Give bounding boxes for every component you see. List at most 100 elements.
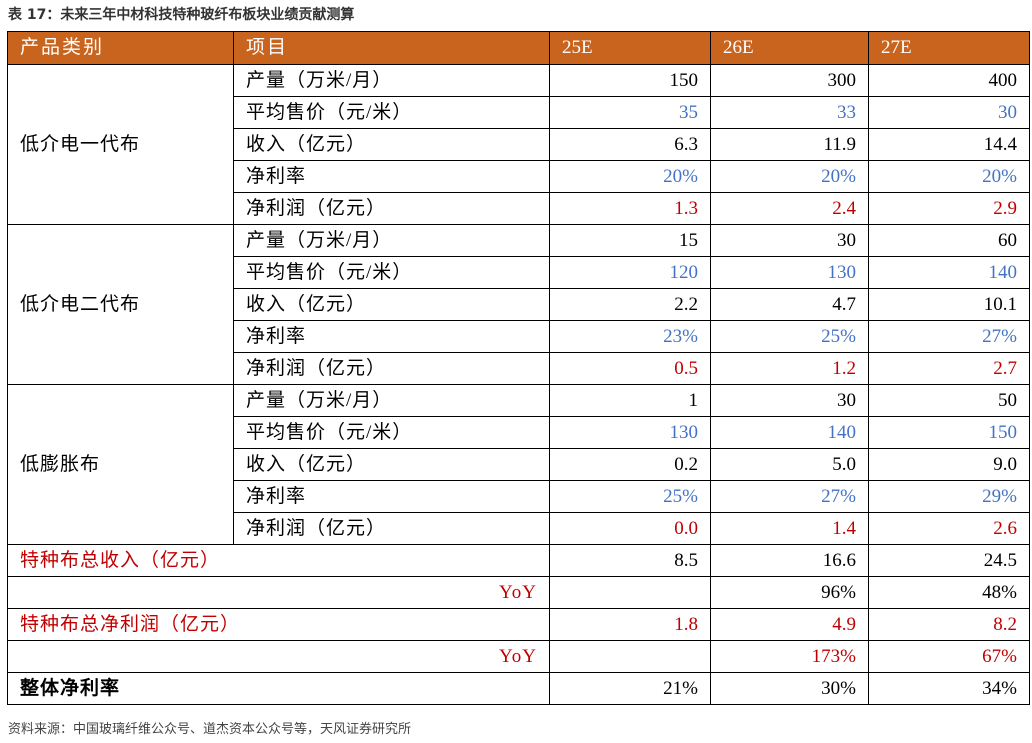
value-cell: 6.3: [549, 128, 711, 161]
value-cell: 33: [710, 96, 869, 129]
summary-value: 8.2: [868, 608, 1030, 641]
value-cell: 140: [710, 416, 869, 449]
summary-value: 16.6: [710, 544, 869, 577]
table-row: 收入（亿元） 2.2 4.7 10.1: [8, 288, 1030, 321]
item-label: 平均售价（元/米）: [233, 256, 550, 289]
category-cell: 低膨胀布: [7, 384, 234, 545]
value-cell: 23%: [549, 320, 711, 353]
item-label: 产量（万米/月）: [233, 224, 550, 257]
item-label: 净利润（亿元）: [233, 352, 550, 385]
table-row: 净利率 25% 27% 29%: [8, 480, 1030, 513]
table-row: 净利润（亿元） 1.3 2.4 2.9: [8, 192, 1030, 225]
header-27e: 27E: [868, 31, 1030, 65]
summary-value: 67%: [868, 640, 1030, 673]
value-cell: 130: [549, 416, 711, 449]
value-cell: 15: [549, 224, 711, 257]
value-cell: 30: [710, 384, 869, 417]
summary-row: YoY 173% 67%: [7, 640, 1030, 673]
source-note: 资料来源：中国玻璃纤维公众号、道杰资本公众号等，天风证券研究所: [8, 722, 412, 737]
table-row: 净利率 23% 25% 27%: [8, 320, 1030, 353]
item-label: 净利率: [233, 160, 550, 193]
table-caption: 表 17：未来三年中材科技特种玻纤布板块业绩贡献测算: [8, 7, 355, 23]
table-row: 净利润（亿元） 0.0 1.4 2.6: [8, 512, 1030, 545]
summary-label: YoY: [7, 640, 550, 673]
value-cell: 5.0: [710, 448, 869, 481]
header-category: 产品类别: [7, 31, 234, 65]
summary-value: 8.5: [549, 544, 711, 577]
table-row: 净利润（亿元） 0.5 1.2 2.7: [8, 352, 1030, 385]
table-row: 平均售价（元/米） 35 33 30: [8, 96, 1030, 129]
value-cell: 1.2: [710, 352, 869, 385]
category-cell: 低介电一代布: [7, 64, 234, 225]
item-label: 收入（亿元）: [233, 128, 550, 161]
summary-value: 21%: [549, 672, 711, 705]
value-cell: 20%: [710, 160, 869, 193]
summary-value: 24.5: [868, 544, 1030, 577]
table-row: 收入（亿元） 6.3 11.9 14.4: [8, 128, 1030, 161]
value-cell: 2.7: [868, 352, 1030, 385]
item-label: 净利润（亿元）: [233, 192, 550, 225]
value-cell: 14.4: [868, 128, 1030, 161]
header-25e: 25E: [549, 31, 711, 65]
value-cell: 30: [868, 96, 1030, 129]
summary-value: 30%: [710, 672, 869, 705]
item-label: 产量（万米/月）: [233, 384, 550, 417]
summary-row: YoY 96% 48%: [7, 576, 1030, 609]
summary-label: 整体净利率: [7, 672, 550, 705]
value-cell: 2.9: [868, 192, 1030, 225]
summary-value: 1.8: [549, 608, 711, 641]
value-cell: 0.0: [549, 512, 711, 545]
value-cell: 20%: [868, 160, 1030, 193]
category-cell: 低介电二代布: [7, 224, 234, 385]
summary-value: 4.9: [710, 608, 869, 641]
table-row: 低介电一代布 产量（万米/月） 150 300 400: [7, 64, 1030, 225]
value-cell: 2.2: [549, 288, 711, 321]
value-cell: 4.7: [710, 288, 869, 321]
summary-row: 特种布总净利润（亿元） 1.8 4.9 8.2: [7, 608, 1030, 641]
value-cell: 1: [549, 384, 711, 417]
value-cell: 60: [868, 224, 1030, 257]
value-cell: 25%: [549, 480, 711, 513]
value-cell: 140: [868, 256, 1030, 289]
value-cell: 120: [549, 256, 711, 289]
value-cell: 27%: [710, 480, 869, 513]
table-row: 低膨胀布 产量（万米/月） 1 30 50: [7, 384, 1030, 545]
summary-value: [549, 640, 711, 673]
value-cell: 11.9: [710, 128, 869, 161]
item-label: 净利润（亿元）: [233, 512, 550, 545]
summary-row: 特种布总收入（亿元） 8.5 16.6 24.5: [7, 544, 1030, 577]
item-label: 净利率: [233, 320, 550, 353]
value-cell: 0.5: [549, 352, 711, 385]
item-label: 平均售价（元/米）: [233, 416, 550, 449]
summary-label: YoY: [7, 576, 550, 609]
summary-value: 34%: [868, 672, 1030, 705]
table-row: 平均售价（元/米） 120 130 140: [8, 256, 1030, 289]
value-cell: 300: [710, 64, 869, 97]
summary-value: 48%: [868, 576, 1030, 609]
value-cell: 1.4: [710, 512, 869, 545]
value-cell: 130: [710, 256, 869, 289]
table-body: 低介电一代布 产量（万米/月） 150 300 400 平均售价（元/米） 35 33 30 收入…: [7, 64, 1030, 705]
value-cell: 20%: [549, 160, 711, 193]
header-item: 项目: [233, 31, 550, 65]
value-cell: 25%: [710, 320, 869, 353]
performance-table: 产品类别 项目 25E 26E 27E 低介电一代布 产量（万米/月） 150 300…: [7, 31, 1030, 705]
summary-label: 特种布总收入（亿元）: [7, 544, 550, 577]
value-cell: 9.0: [868, 448, 1030, 481]
header-26e: 26E: [710, 31, 869, 65]
value-cell: 0.2: [549, 448, 711, 481]
value-cell: 10.1: [868, 288, 1030, 321]
item-label: 收入（亿元）: [233, 288, 550, 321]
value-cell: 27%: [868, 320, 1030, 353]
summary-row: 整体净利率 21% 30% 34%: [7, 672, 1030, 705]
item-label: 产量（万米/月）: [233, 64, 550, 97]
value-cell: 29%: [868, 480, 1030, 513]
value-cell: 1.3: [549, 192, 711, 225]
item-label: 收入（亿元）: [233, 448, 550, 481]
value-cell: 400: [868, 64, 1030, 97]
summary-value: 173%: [710, 640, 869, 673]
value-cell: 30: [710, 224, 869, 257]
item-label: 净利率: [233, 480, 550, 513]
header-row: 产品类别 项目 25E 26E 27E: [7, 31, 1030, 65]
value-cell: 35: [549, 96, 711, 129]
